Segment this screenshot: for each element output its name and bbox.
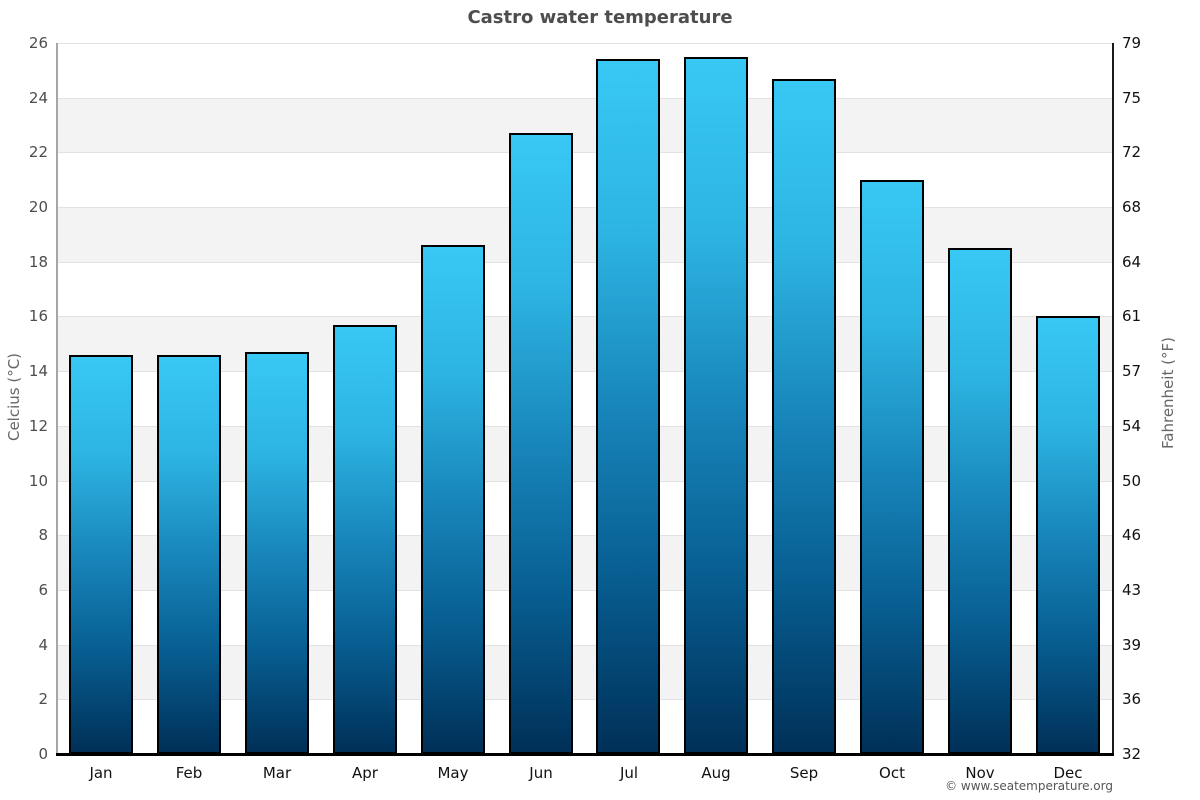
y-tick-label-celsius-16: 16: [28, 307, 48, 325]
x-tick-label-sep: Sep: [789, 764, 819, 782]
plot-band: [57, 152, 1112, 208]
x-tick-label-nov: Nov: [965, 764, 995, 782]
bar-oct: [860, 180, 924, 754]
y-tick-label-fahrenheit-32: 32: [1122, 745, 1142, 763]
y-tick-label-fahrenheit-43: 43: [1122, 581, 1142, 599]
y-tick-label-fahrenheit-68: 68: [1122, 198, 1142, 216]
y-tick-label-fahrenheit-57: 57: [1122, 362, 1142, 380]
y-tick-label-celsius-12: 12: [28, 417, 48, 435]
bar-aug: [684, 57, 748, 754]
y-tick-label-celsius-8: 8: [38, 526, 48, 544]
gridline: [57, 645, 1112, 646]
gridline: [57, 535, 1112, 536]
gridline: [57, 481, 1112, 482]
plot-band: [57, 535, 1112, 590]
gridline: [57, 316, 1112, 317]
y-tick-label-fahrenheit-79: 79: [1122, 34, 1142, 52]
gridline: [57, 590, 1112, 591]
y-tick-label-celsius-0: 0: [38, 745, 48, 763]
gridline: [57, 371, 1112, 372]
y-tick-label-celsius-20: 20: [28, 198, 48, 216]
y-axis-label-celsius: Celcius (°C): [5, 352, 23, 442]
gridline: [57, 43, 1112, 44]
y-tick-label-fahrenheit-36: 36: [1122, 690, 1142, 708]
bar-feb: [157, 355, 221, 754]
plot-band: [57, 644, 1112, 700]
gridline: [57, 426, 1112, 427]
y-tick-label-fahrenheit-50: 50: [1122, 472, 1142, 490]
x-tick-label-jan: Jan: [89, 764, 113, 782]
plot-band: [57, 261, 1112, 317]
plot-band: [57, 43, 1112, 98]
plot-band: [57, 425, 1112, 481]
gridline: [57, 98, 1112, 99]
bar-sep: [772, 79, 836, 754]
y-tick-label-fahrenheit-75: 75: [1122, 89, 1142, 107]
plot-band: [57, 480, 1112, 536]
left-axis-line: [56, 43, 58, 754]
gridline: [57, 262, 1112, 263]
x-tick-label-jul: Jul: [619, 764, 639, 782]
y-tick-label-celsius-2: 2: [38, 690, 48, 708]
y-tick-label-celsius-14: 14: [28, 362, 48, 380]
y-tick-label-fahrenheit-54: 54: [1122, 417, 1142, 435]
y-tick-label-celsius-10: 10: [28, 472, 48, 490]
y-tick-label-fahrenheit-72: 72: [1122, 143, 1142, 161]
bar-jul: [596, 59, 660, 754]
bar-mar: [245, 352, 309, 754]
plot-band: [57, 207, 1112, 262]
gridline: [57, 207, 1112, 208]
bar-jun: [509, 133, 573, 754]
x-tick-label-mar: Mar: [262, 764, 292, 782]
right-axis-line: [1112, 43, 1114, 754]
bottom-axis-line: [56, 753, 1114, 756]
y-tick-label-fahrenheit-46: 46: [1122, 526, 1142, 544]
x-tick-label-oct: Oct: [879, 764, 905, 782]
bar-dec: [1036, 316, 1100, 754]
x-tick-label-dec: Dec: [1053, 764, 1083, 782]
bar-jan: [69, 355, 133, 754]
copyright-text: © www.seatemperature.org: [945, 779, 1113, 793]
chart-title: Castro water temperature: [467, 7, 733, 28]
y-tick-label-celsius-4: 4: [38, 636, 48, 654]
y-tick-label-celsius-6: 6: [38, 581, 48, 599]
x-tick-label-aug: Aug: [701, 764, 731, 782]
plot-band: [57, 589, 1112, 645]
gridline: [57, 152, 1112, 153]
plot-band: [57, 316, 1112, 372]
bar-nov: [948, 248, 1012, 754]
x-tick-label-apr: Apr: [352, 764, 378, 782]
y-tick-label-celsius-24: 24: [28, 89, 48, 107]
y-tick-label-celsius-18: 18: [28, 253, 48, 271]
plot-band: [57, 371, 1112, 426]
y-tick-label-fahrenheit-61: 61: [1122, 307, 1142, 325]
x-tick-label-jun: Jun: [529, 764, 553, 782]
x-tick-label-may: May: [437, 764, 469, 782]
gridline: [57, 699, 1112, 700]
plot-band: [57, 97, 1112, 153]
y-tick-label-fahrenheit-39: 39: [1122, 636, 1142, 654]
x-tick-label-feb: Feb: [175, 764, 203, 782]
y-tick-label-celsius-22: 22: [28, 143, 48, 161]
bar-apr: [333, 325, 397, 754]
y-tick-label-celsius-26: 26: [28, 34, 48, 52]
plot-band: [57, 699, 1112, 754]
y-tick-label-fahrenheit-64: 64: [1122, 253, 1142, 271]
bar-may: [421, 245, 485, 754]
